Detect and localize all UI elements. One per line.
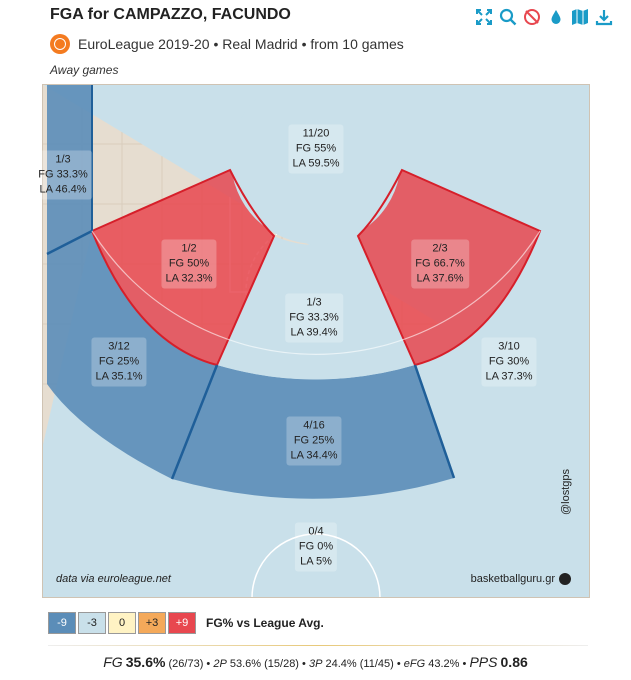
zone-la: LA 37.3% [485, 370, 533, 383]
separator: • [396, 658, 404, 670]
separator: • [206, 658, 214, 670]
toolbar [475, 8, 613, 26]
legend-swatch-much-above: +9 [168, 612, 196, 634]
zone-label-top-three: 4/16 FG 25% LA 34.4% [286, 416, 342, 466]
zone-label-left-wing-three: 3/12 FG 25% LA 35.1% [91, 337, 147, 387]
zone-right-mid [358, 170, 540, 365]
zone-fg: FG 33.3% [289, 311, 339, 324]
zone-label-restricted: 11/20 FG 55% LA 59.5% [288, 124, 344, 174]
stat-efg-value: 43.2% [428, 658, 460, 670]
zone-fg: FG 50% [168, 257, 210, 270]
stat-fg-label: FG [103, 654, 123, 670]
zone-attempts: 1/3 [55, 153, 71, 166]
zone-paint [217, 236, 415, 380]
zone-label-backcourt: 0/4 FG 0% LA 5% [294, 522, 338, 572]
zone-la: LA 59.5% [292, 157, 340, 170]
map-icon[interactable] [571, 8, 589, 26]
zone-la: LA 34.4% [290, 449, 338, 462]
legend-swatch-above: +3 [138, 612, 166, 634]
zone-label-left-mid: 1/2 FG 50% LA 32.3% [161, 239, 217, 289]
expand-icon[interactable] [475, 8, 493, 26]
brand: basketballguru.gr [471, 573, 571, 585]
twitter-handle: @lostgps [560, 468, 572, 515]
legend-swatch-avg: 0 [108, 612, 136, 634]
zone-la: LA 46.4% [39, 183, 87, 196]
stat-3p-label: 3P [308, 658, 323, 670]
zone-fg: FG 0% [298, 540, 334, 553]
stat-pps-label: PPS [469, 654, 498, 670]
zone-la: LA 32.3% [165, 272, 213, 285]
zone-la: LA 39.4% [290, 326, 338, 339]
stat-fg-value: 35.6% [125, 654, 166, 670]
basketball-icon [559, 573, 571, 585]
download-icon[interactable] [595, 8, 613, 26]
brand-text: basketballguru.gr [470, 573, 555, 585]
zone-left-wing-three [47, 231, 217, 479]
separator: • [302, 658, 309, 670]
page-title: FGA for CAMPAZZO, FACUNDO [50, 6, 291, 23]
shot-chart: 11/20 FG 55% LA 59.5% 1/3 FG 33.3% LA 46… [34, 84, 590, 598]
divider [48, 645, 588, 646]
subtitle-text: EuroLeague 2019-20 • Real Madrid • from … [78, 36, 404, 52]
zone-fg: FG 25% [293, 434, 335, 447]
euroleague-logo-icon [50, 34, 70, 54]
zone-attempts: 1/3 [306, 296, 322, 309]
stat-3p-value: 24.4% (11/45) [325, 658, 394, 670]
zone-label-paint: 1/3 FG 33.3% LA 39.4% [285, 293, 343, 343]
zone-attempts: 3/10 [498, 340, 520, 353]
zone-fg: FG 30% [488, 355, 530, 368]
zone-label-left-corner: 1/3 FG 33.3% LA 46.4% [34, 150, 92, 200]
data-source: data via euroleague.net [56, 573, 171, 585]
zone-fg: FG 25% [98, 355, 140, 368]
filter-label: Away games [50, 63, 119, 77]
zone-la: LA 5% [300, 555, 332, 568]
legend-label: FG% vs League Avg. [206, 616, 324, 630]
zone-la: LA 35.1% [95, 370, 143, 383]
no-filter-icon[interactable] [523, 8, 541, 26]
zone-label-right-wing-three: 3/10 FG 30% LA 37.3% [481, 337, 537, 387]
zone-left-mid [92, 170, 274, 365]
zone-attempts: 4/16 [303, 419, 325, 432]
separator: • [462, 658, 470, 670]
zone-restricted [231, 84, 401, 244]
zone-attempts: 11/20 [302, 127, 330, 140]
stat-2p-value: 53.6% (15/28) [229, 658, 299, 670]
stat-efg-label: eFG [403, 658, 426, 670]
zone-fg: FG 33.3% [38, 168, 88, 181]
summary-stats: FG 35.6% (26/73) • 2P 53.6% (15/28) • 3P… [0, 654, 631, 670]
zone-left-corner [47, 84, 92, 254]
stat-2p-label: 2P [213, 658, 227, 670]
zone-label-right-mid: 2/3 FG 66.7% LA 37.6% [411, 239, 469, 289]
legend: -9 -3 0 +3 +9 FG% vs League Avg. [48, 612, 324, 634]
stat-pps-value: 0.86 [500, 654, 528, 670]
zone-attempts: 0/4 [308, 525, 324, 538]
zone-fg: FG 66.7% [415, 257, 465, 270]
stat-fg-detail: (26/73) [168, 658, 204, 670]
zone-top-three [172, 365, 454, 499]
legend-swatch-below: -3 [78, 612, 106, 634]
legend-swatch-much-below: -9 [48, 612, 76, 634]
zone-attempts: 2/3 [432, 242, 448, 255]
search-icon[interactable] [499, 8, 517, 26]
drop-icon[interactable] [547, 8, 565, 26]
zone-attempts: 1/2 [181, 242, 197, 255]
court-svg [42, 84, 590, 598]
zone-la: LA 37.6% [416, 272, 464, 285]
zone-attempts: 3/12 [108, 340, 130, 353]
subtitle: EuroLeague 2019-20 • Real Madrid • from … [50, 34, 404, 54]
zone-fg: FG 55% [295, 142, 337, 155]
